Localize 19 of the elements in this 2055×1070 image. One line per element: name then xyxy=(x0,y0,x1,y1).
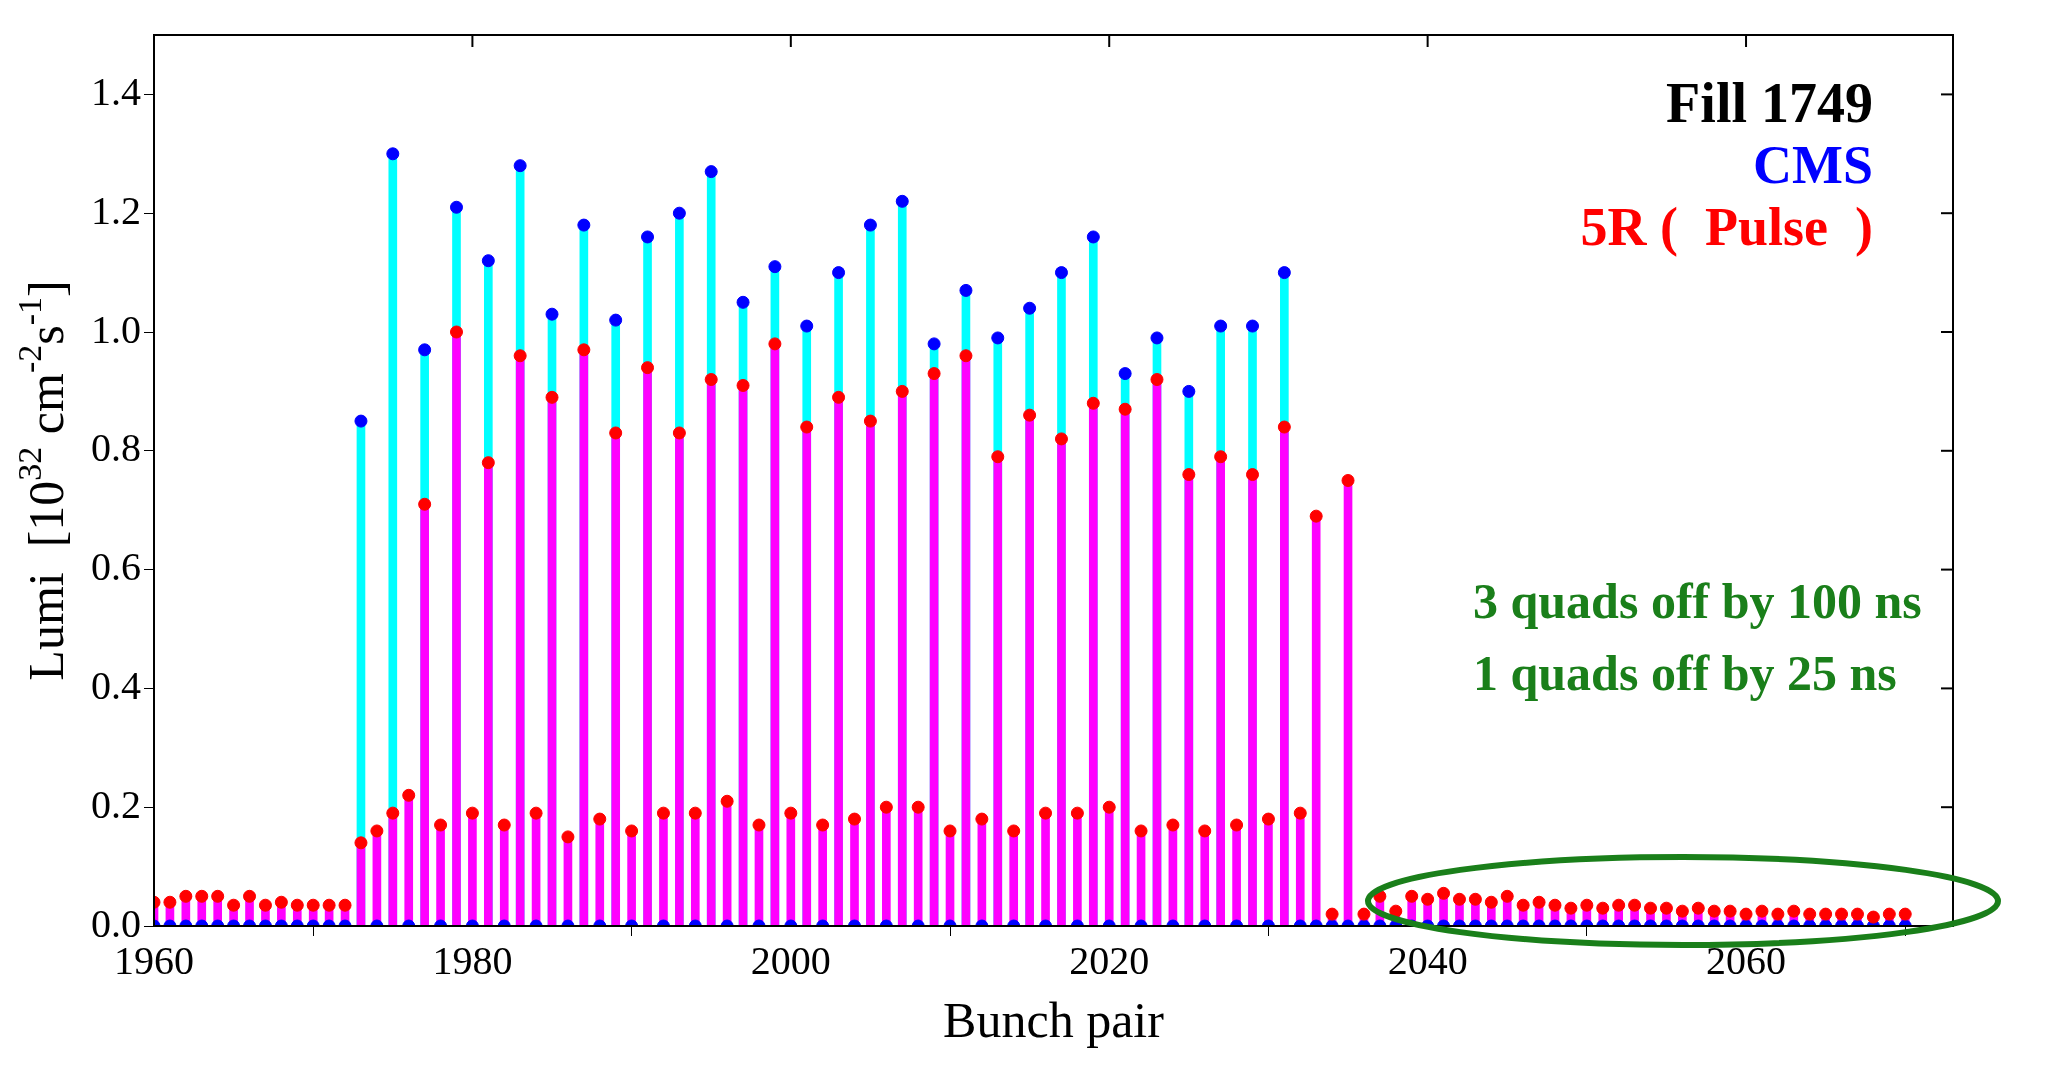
x-tick-label: 1980 xyxy=(432,937,513,983)
annotation: 3 quads off by 100 ns xyxy=(1473,572,1922,629)
annotation: 1 quads off by 25 ns xyxy=(1473,644,1897,701)
text: 5R ( Pulse ) xyxy=(1580,196,1873,257)
y-tick-label: 1.0 xyxy=(91,306,141,352)
x-axis-title: Bunch pair xyxy=(943,992,1165,1049)
x-tick-label: 2040 xyxy=(1387,937,1468,983)
y-tick-label: 1.4 xyxy=(91,68,141,114)
x-tick-label: 2000 xyxy=(750,937,831,983)
y-axis-title: Lumi [1032 cm-2s-1] xyxy=(10,280,75,681)
y-tick-label: 0.4 xyxy=(91,662,141,708)
y-tick-label: 0.8 xyxy=(91,425,141,471)
x-tick-label: 2060 xyxy=(1706,937,1787,983)
text: CMS xyxy=(1753,134,1873,195)
text: Fill 1749 xyxy=(1666,72,1873,135)
y-tick-label: 0.2 xyxy=(91,781,141,827)
y-tick-label: 1.2 xyxy=(91,187,141,233)
x-tick-label: 2020 xyxy=(1069,937,1150,983)
y-tick-label: 0.6 xyxy=(91,544,141,590)
